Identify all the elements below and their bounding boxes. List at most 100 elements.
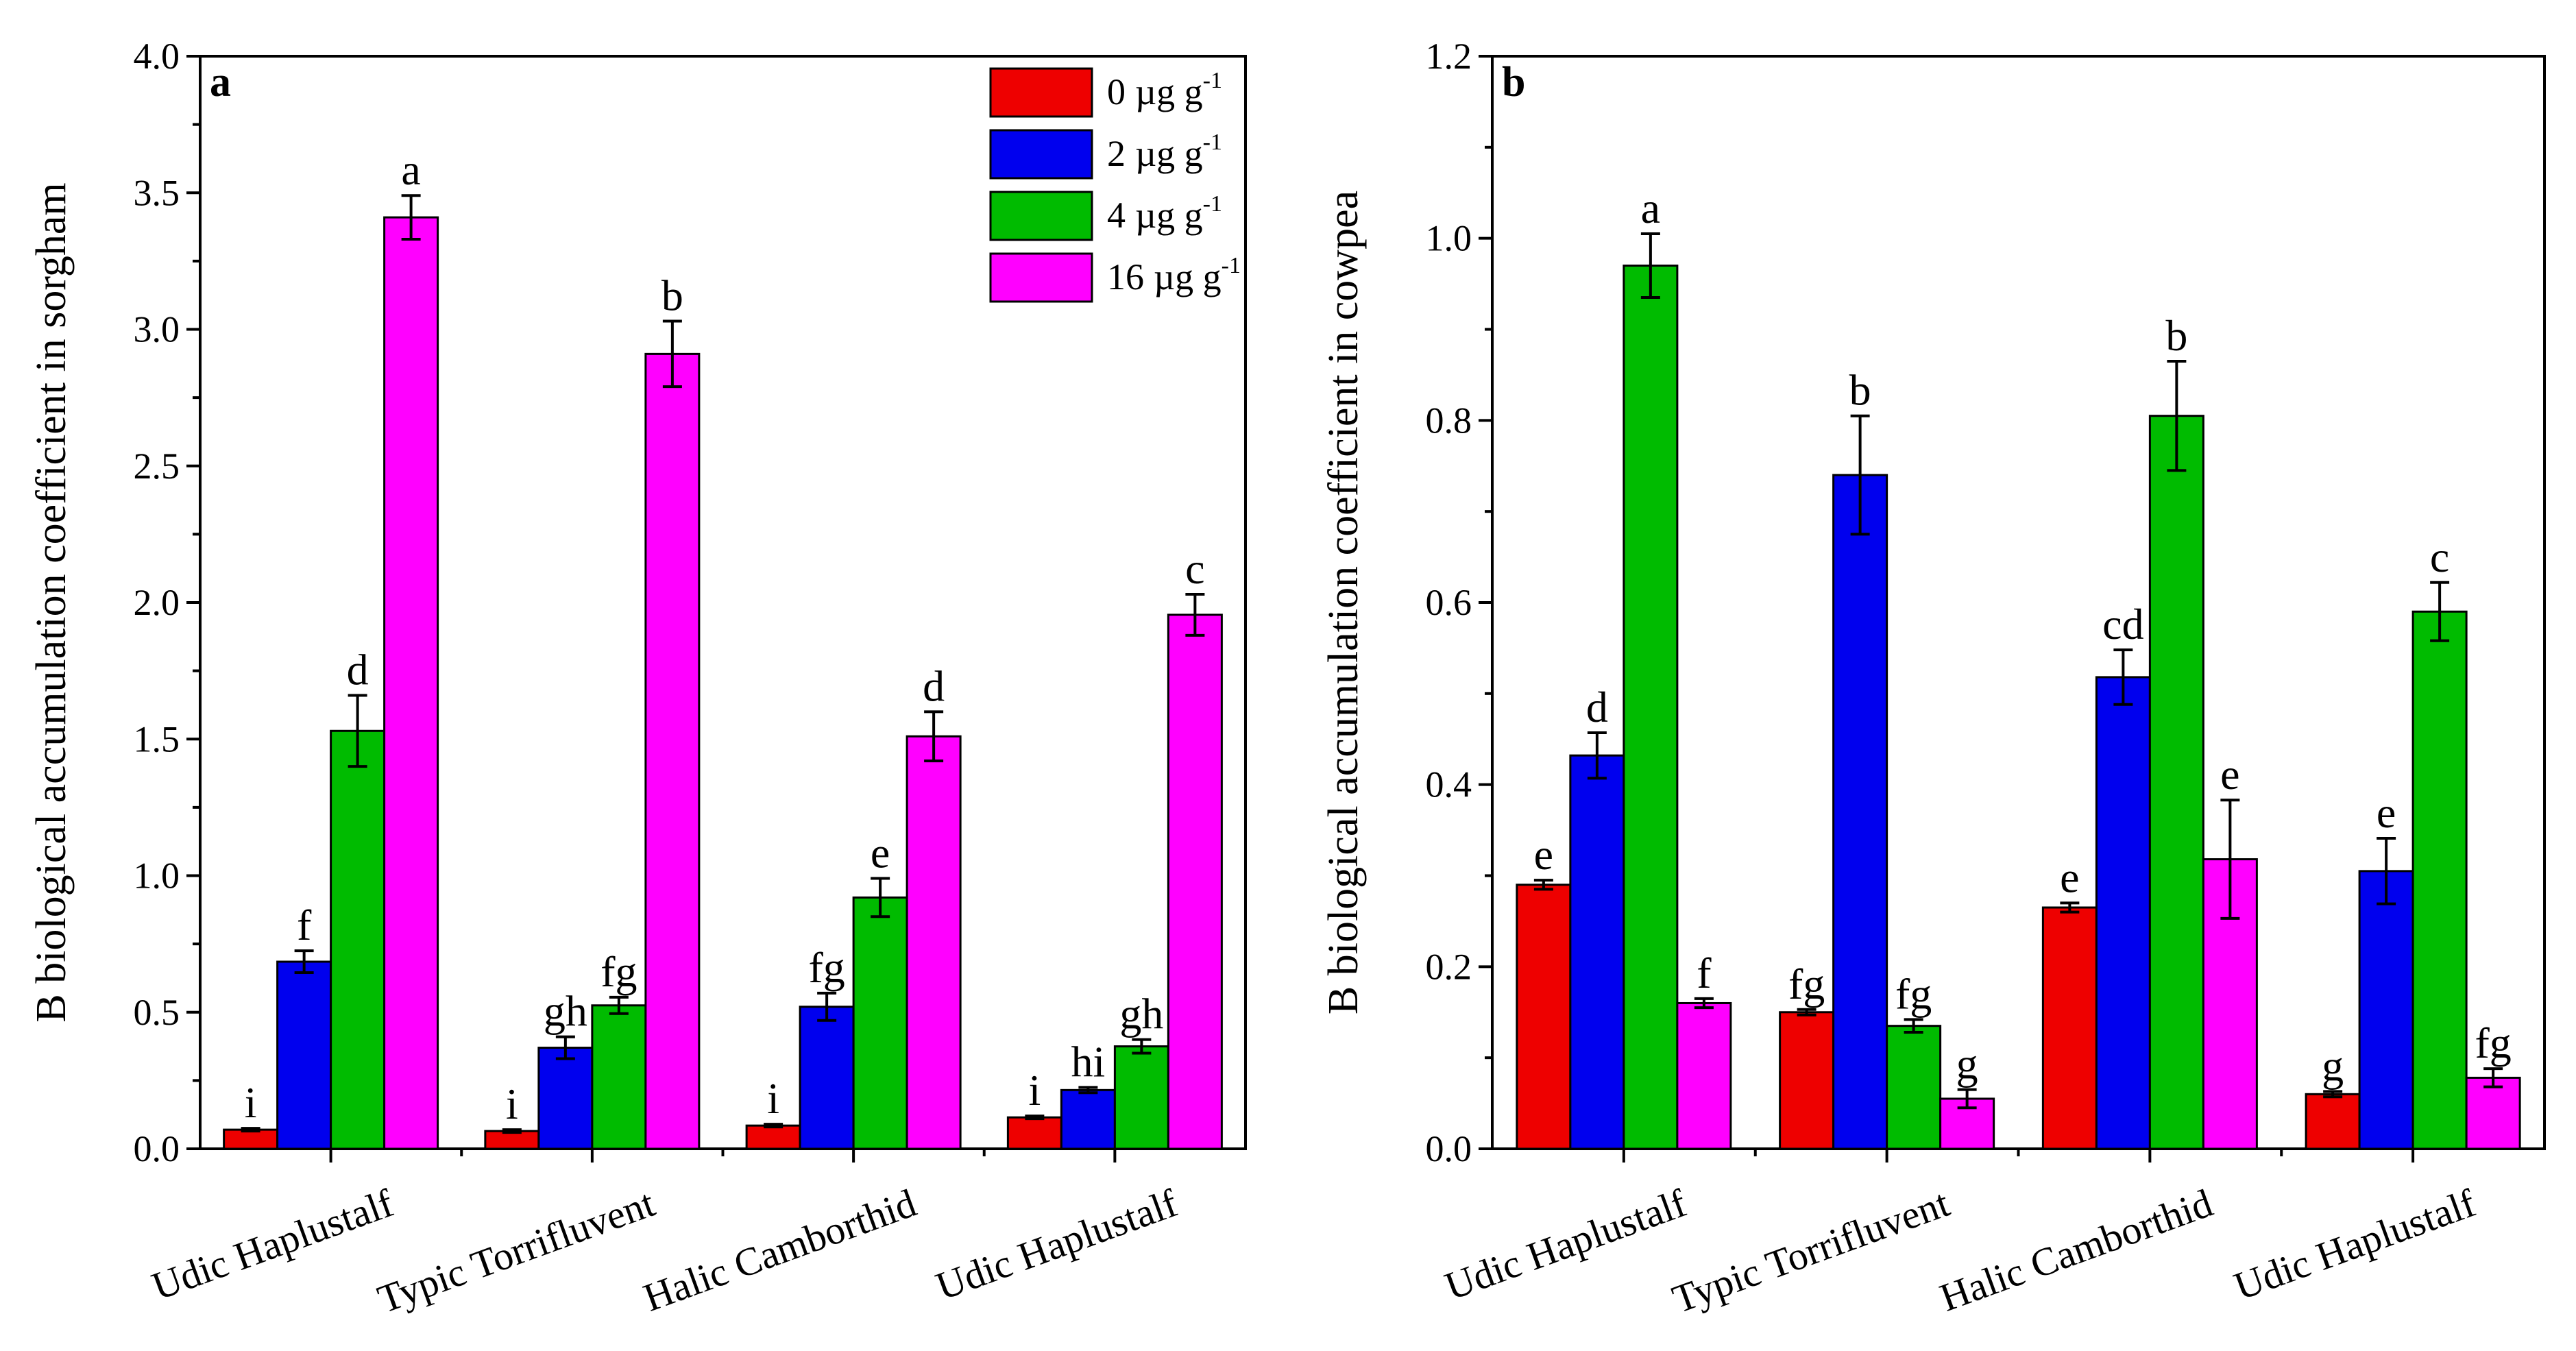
bar (2465, 1076, 2521, 1150)
significance-letter: e (2220, 750, 2239, 799)
y-tick-label: 0.0 (1426, 1128, 1472, 1169)
bar (2358, 870, 2414, 1150)
bar (1676, 1001, 1732, 1150)
significance-letter: a (1641, 184, 1660, 232)
panel-b-cowpea-chart: 0.0 0.2 0.4 0.6 0.8 1.0 1.2 B biological accumu… (1320, 36, 2546, 1322)
x-category-label: Halic Camborthid (637, 1180, 921, 1320)
significance-letter: d (923, 661, 945, 710)
legend-swatch (989, 129, 1093, 180)
legend-value: 16 (1107, 256, 1144, 297)
legend-entry-label: 4 µg g-1 (1107, 191, 1222, 236)
legend: 0 µg g-12 µg g-14 µg g-116 µg g-1 (989, 67, 1241, 303)
significance-letter: gh (544, 987, 587, 1036)
x-category-label: Udic Haplustalf (146, 1180, 399, 1309)
y-axis-title: B biological accumulation coefficient in… (28, 182, 75, 1022)
bar (745, 1124, 801, 1150)
significance-letter: cd (2102, 600, 2143, 648)
panel-a-sorghum-chart: 0.0 0.5 1.0 1.5 2.0 2.5 3.0 3.5 4.0 B biological … (28, 36, 1247, 1322)
legend-value: 2 (1107, 133, 1126, 174)
significance-letter: fg (1788, 960, 1825, 1008)
significance-letter: fg (808, 943, 845, 992)
significance-letter: c (1185, 544, 1204, 593)
bar (591, 1004, 647, 1150)
bar (276, 960, 332, 1150)
bar (1006, 1116, 1062, 1150)
bar (2041, 906, 2098, 1150)
y-tick-label: 0.8 (1426, 400, 1472, 441)
bar (2411, 610, 2468, 1150)
significance-letter: e (1534, 830, 1553, 879)
legend-swatch (989, 191, 1093, 241)
significance-letter: b (661, 271, 683, 320)
bar (799, 1006, 855, 1150)
legend-unit-exponent: -1 (1222, 253, 1241, 278)
x-category-label: Udic Haplustalf (930, 1180, 1183, 1309)
significance-letter: g (2322, 1041, 2344, 1090)
x-category-label: Halic Camborthid (1934, 1180, 2218, 1320)
significance-letter: fg (2475, 1019, 2511, 1067)
y-axis-title: B biological accumulation coefficient in… (1320, 191, 1367, 1014)
y-tick-label: 0.5 (134, 992, 180, 1033)
bar (2148, 415, 2204, 1150)
significance-letter: d (347, 645, 369, 694)
y-tick-label: 0.2 (1426, 946, 1472, 987)
bar (2095, 676, 2151, 1150)
significance-letter: e (2060, 853, 2079, 901)
x-category-label: Udic Haplustalf (2228, 1180, 2481, 1309)
y-tick-label: 0.4 (1426, 764, 1472, 805)
legend-unit: µg g (1135, 195, 1203, 236)
y-tick-label: 2.0 (134, 582, 180, 623)
bar (2305, 1093, 2361, 1150)
y-tick-label: 1.5 (134, 718, 180, 759)
x-category-label: Typic Torrifluvent (1666, 1180, 1955, 1322)
legend-unit-exponent: -1 (1203, 68, 1222, 93)
legend-value: 4 (1107, 195, 1126, 236)
bar (852, 896, 908, 1150)
significance-letter: fg (1895, 969, 1932, 1018)
bar (1060, 1088, 1116, 1150)
bar (1113, 1045, 1169, 1150)
significance-letter: b (2165, 311, 2187, 360)
bar (383, 216, 439, 1150)
significance-letter: e (871, 828, 890, 877)
bar (537, 1047, 594, 1150)
significance-letter: hi (1071, 1037, 1105, 1086)
significance-letter: e (2377, 788, 2396, 837)
bar (1832, 474, 1888, 1150)
y-tick-label: 1.0 (134, 855, 180, 897)
significance-letter: b (1849, 366, 1871, 415)
legend-entry-label: 0 µg g-1 (1107, 68, 1222, 112)
significance-letter: i (767, 1074, 779, 1123)
significance-letter: f (1697, 949, 1712, 997)
bar (1167, 613, 1223, 1150)
y-tick-label: 1.2 (1426, 36, 1472, 77)
bar (1569, 754, 1625, 1150)
significance-letter: d (1586, 683, 1608, 731)
legend-unit-exponent: -1 (1203, 191, 1222, 217)
legend-entry-label: 16 µg g-1 (1107, 253, 1241, 297)
significance-letter: a (401, 145, 420, 194)
significance-letter: i (245, 1078, 257, 1127)
significance-letter: i (506, 1080, 518, 1128)
legend-swatch (989, 67, 1093, 118)
legend-unit-exponent: -1 (1203, 130, 1222, 155)
bar (1516, 884, 1572, 1150)
y-tick-label: 0.0 (134, 1128, 180, 1169)
legend-value: 0 (1107, 71, 1126, 112)
bar (1623, 265, 1679, 1150)
y-tick-label: 1.0 (1426, 218, 1472, 259)
y-tick-label: 3.0 (134, 309, 180, 350)
legend-swatch (989, 252, 1093, 303)
significance-letter: g (1956, 1040, 1978, 1088)
significance-letter: f (297, 901, 312, 949)
legend-entry-label: 2 µg g-1 (1107, 130, 1222, 174)
y-tick-label: 4.0 (134, 36, 180, 77)
legend-unit: µg g (1135, 133, 1203, 174)
y-tick-label: 2.5 (134, 446, 180, 487)
y-tick-label: 0.6 (1426, 582, 1472, 623)
bar (644, 352, 701, 1150)
significance-letter: i (1028, 1066, 1041, 1115)
x-category-label: Udic Haplustalf (1439, 1180, 1692, 1309)
bar (1779, 1011, 1835, 1150)
